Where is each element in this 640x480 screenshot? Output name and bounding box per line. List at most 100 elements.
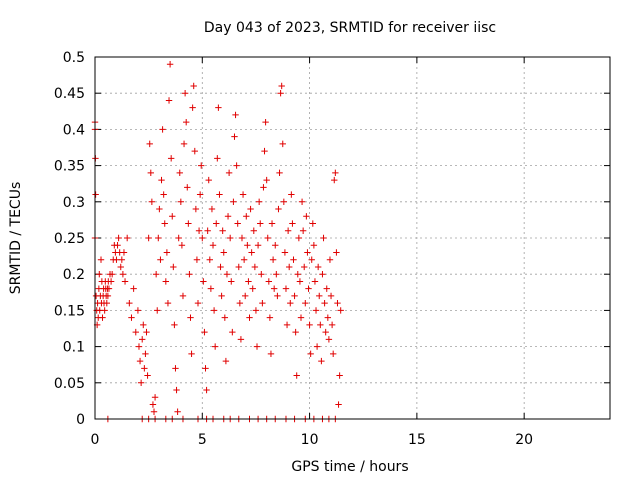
data-point [132,328,139,336]
x-tick-label: 0 [91,432,100,448]
data-point [327,292,335,300]
data-point [139,336,146,343]
data-point [228,278,235,285]
data-point [192,205,200,213]
data-point [249,285,256,292]
data-point [144,372,151,379]
data-point [174,408,181,415]
tick-labels: 0 0.05 0.1 0.15 0.2 0.25 0.3 0.35 0.4 0.45 0.5 0 5 10… [54,50,533,448]
data-point [265,278,273,285]
data-point [280,198,288,205]
data-point [304,249,311,256]
data-point [221,314,229,321]
data-point [328,321,336,329]
data-point [162,278,170,285]
data-point [296,278,304,285]
data-point [130,285,137,292]
data-point [240,256,248,263]
data-point [145,234,152,242]
data-point [323,285,330,292]
data-point [195,227,203,234]
data-point [266,314,274,321]
data-point [248,249,255,256]
data-point [135,343,143,350]
data-point [298,198,306,205]
data-point [118,256,126,263]
data-point [231,133,238,140]
data-point [188,350,195,358]
data-point [301,263,308,271]
data-point [97,256,105,263]
data-point [223,271,231,278]
data-point [182,118,190,126]
data-point [171,321,178,329]
data-point [151,394,159,401]
data-point [306,321,313,329]
data-point [282,285,290,292]
x-tick-label: 10 [301,432,319,448]
data-point [213,220,220,227]
data-point [161,220,168,227]
data-point [157,256,164,263]
data-point [316,292,323,300]
data-point [303,213,310,220]
data-point [200,278,207,285]
data-point [224,213,232,220]
data-point [186,271,193,278]
data-point [152,271,160,278]
y-tick-label: 0.3 [63,195,85,211]
data-point [216,191,223,198]
data-point [163,249,171,256]
data-point [302,299,309,307]
data-point [279,140,286,148]
data-point [156,205,163,213]
data-point [292,328,299,336]
data-point [119,271,127,278]
x-tick-label: 20 [515,432,533,448]
data-point [120,249,128,256]
data-point [318,357,325,365]
plot-frame [94,56,611,420]
grid-lines [95,57,610,419]
data-point [275,205,282,213]
data-point [207,285,215,292]
data-point [208,205,216,213]
y-tick-label: 0 [76,412,85,428]
data-point [299,227,307,234]
data-point [96,271,103,278]
data-point [178,242,186,249]
data-point [267,350,275,358]
data-point [273,271,280,278]
data-point [234,220,241,227]
x-tick-label: 15 [408,432,426,448]
y-tick-label: 0.45 [54,86,85,102]
data-point [230,198,237,205]
data-point [274,292,281,300]
data-point [136,357,144,365]
data-point [147,169,154,177]
data-point [289,220,296,227]
data-point [232,111,239,119]
data-point [218,292,225,300]
data-point [313,343,321,350]
data-point [281,249,289,256]
data-point [226,234,234,242]
data-point [126,299,133,307]
data-point [172,365,179,372]
data-point [92,191,99,198]
data-point [326,256,334,263]
data-point [322,328,329,336]
data-point [180,140,188,148]
data-point [325,336,333,343]
data-point [164,299,172,307]
data-point [179,292,187,300]
data-point [176,169,183,177]
data-point [201,328,208,336]
data-point [177,198,185,205]
y-tick-label: 0.5 [63,50,85,66]
data-point [158,176,165,184]
data-point [251,263,259,271]
data-point [284,227,292,234]
data-point [173,386,180,394]
data-point [287,299,294,307]
